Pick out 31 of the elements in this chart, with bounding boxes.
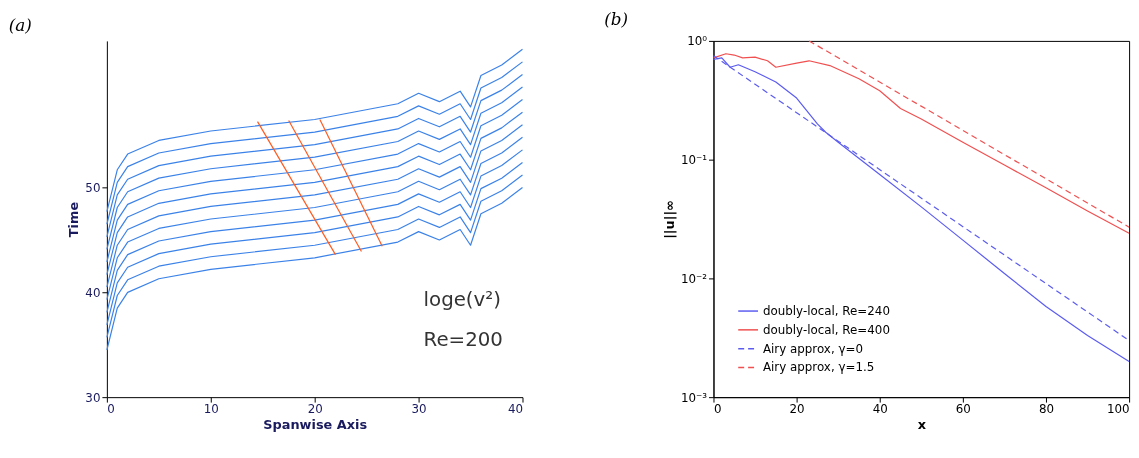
x-axis-title: Spanwise Axis [263, 417, 368, 433]
y-tick-label: 30 [85, 390, 101, 405]
x-tick-label: 40 [872, 402, 888, 417]
chart-title: (a) [8, 15, 32, 36]
x-tick-label: 0 [713, 402, 722, 417]
y-tick-label: 40 [85, 285, 101, 300]
x-tick-label: 40 [507, 402, 523, 417]
line-series [712, 53, 1130, 234]
chart-title: (b) [604, 9, 629, 30]
y-tick-label: 10⁰ [687, 34, 708, 49]
annotation: loge(v²) [423, 288, 501, 312]
legend-label: Airy approx, γ=1.5 [762, 360, 875, 375]
y-tick-label: 50 [85, 181, 101, 196]
y-axis-title: ||u||∞ [661, 200, 677, 239]
x-tick-label: 100 [1106, 402, 1130, 417]
y-tick-label: 10⁻² [680, 271, 708, 286]
y-axis-title: Time [66, 201, 82, 238]
legend-label: doubly-local, Re=240 [762, 304, 890, 319]
y-tick-label: 10⁻¹ [680, 153, 708, 168]
x-tick-label: 80 [1038, 402, 1055, 417]
legend-label: doubly-local, Re=400 [762, 322, 890, 337]
x-tick-label: 0 [107, 402, 115, 417]
legend-label: Airy approx, γ=0 [762, 341, 863, 356]
x-tick-label: 10 [203, 402, 219, 417]
x-tick-label: 60 [955, 402, 971, 417]
x-tick-label: 30 [411, 402, 427, 417]
x-tick-label: 20 [789, 402, 805, 417]
x-axis-title: x [917, 417, 927, 433]
annotation: Re=200 [423, 327, 503, 351]
x-tick-label: 20 [307, 402, 323, 417]
y-tick-label: 10⁻³ [680, 390, 708, 405]
